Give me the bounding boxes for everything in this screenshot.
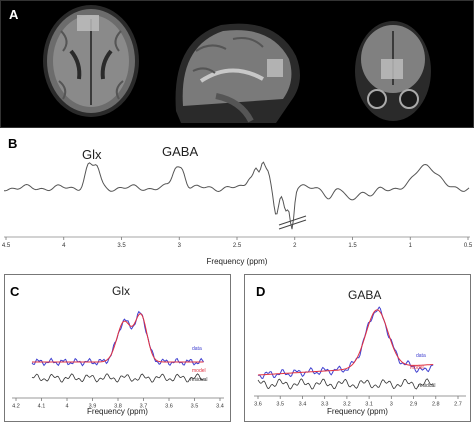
legend-data: data [416,353,426,359]
voxel-axial [77,15,99,31]
panel-d-title: GABA [348,288,382,302]
x-axis-label-d: Frequency (ppm) [327,407,388,416]
data-series-line [257,306,434,379]
x-tick-label: 3.9 [89,404,97,410]
x-tick-label: 2.5 [233,243,242,249]
panel-letter-d: D [256,284,266,299]
x-tick-label: 3 [178,243,182,249]
model-series-line [257,309,434,376]
x-tick-label: 4 [62,243,66,249]
mri-images [43,5,431,123]
legend-residual: residual [190,377,208,383]
legend-model: model [192,368,206,374]
x-tick-label: 2.8 [432,402,440,408]
gaba-fit-plot: 3.6 3.5 3.4 3.3 3.2 3.1 3 2.9 2.8 2.7 [254,306,466,408]
x-tick-label: 3.7 [140,404,148,410]
x-tick-label: 0.5 [464,243,473,249]
x-tick-label: 3.3 [321,402,329,408]
panel-letter-c: C [10,284,20,299]
x-tick-label: 1 [409,243,413,249]
x-ticks: 3.6 3.5 3.4 3.3 3.2 3.1 3 2.9 2.8 2.7 [254,396,462,408]
x-tick-label: 2.7 [454,402,462,408]
axis-break-marker [278,215,307,230]
x-tick-label: 3.2 [343,402,351,408]
voxel-coronal [381,59,403,79]
gaba-peak-label: GABA [162,144,199,159]
x-tick-label: 3.8 [114,404,122,410]
x-tick-label: 3.4 [216,404,224,410]
x-axis-label-b: Frequency (ppm) [206,257,268,266]
x-tick-label: 4.1 [38,404,46,410]
x-tick-label: 3.1 [365,402,373,408]
voxel-sagittal [267,59,283,77]
data-series-line [31,310,204,367]
x-tick-label: 4.5 [2,243,11,249]
x-tick-label: 4 [65,404,68,410]
x-axis-label-c: Frequency (ppm) [87,407,148,416]
x-tick-label: 3.6 [254,402,262,408]
x-ticks: 4.2 4.1 4 3.9 3.8 3.7 3.6 3.5 3.4 [12,398,224,410]
panel-letter-a: A [9,7,19,22]
panel-c-frame [4,274,231,422]
x-tick-label: 3.4 [299,402,307,408]
legend-residual: residual [418,383,436,389]
x-tick-label: 3.5 [276,402,284,408]
x-tick-label: 2.9 [410,402,418,408]
glx-fit-plot: 4.2 4.1 4 3.9 3.8 3.7 3.6 3.5 3.4 [12,310,224,410]
panel-d-frame [244,274,471,422]
spectrum-trace [4,161,470,230]
glx-peak-label: Glx [82,147,102,162]
coronal-mri [355,21,431,121]
x-ticks: 4.5 4 3.5 3 2.5 2 1.5 1 0.5 [2,237,473,249]
x-tick-label: 3.5 [191,404,199,410]
x-tick-label: 2 [293,243,297,249]
x-tick-label: 1.5 [348,243,357,249]
x-tick-label: 3.6 [165,404,173,410]
axial-mri [43,5,139,117]
x-tick-label: 3 [390,402,393,408]
legend-data: data [192,346,202,352]
residual-series-line [31,373,204,383]
mri-panel: A [0,0,474,128]
x-tick-label: 4.2 [12,404,20,410]
full-spectrum-plot: 4.5 4 3.5 3 2.5 2 1.5 1 0.5 [2,161,473,249]
model-series-line [32,313,204,363]
x-tick-label: 3.5 [117,243,126,249]
residual-series-line [257,378,434,390]
panel-letter-b: B [8,136,18,151]
panel-c-title: Glx [112,284,130,298]
sagittal-mri [175,23,300,123]
legend-model: model [410,365,424,371]
